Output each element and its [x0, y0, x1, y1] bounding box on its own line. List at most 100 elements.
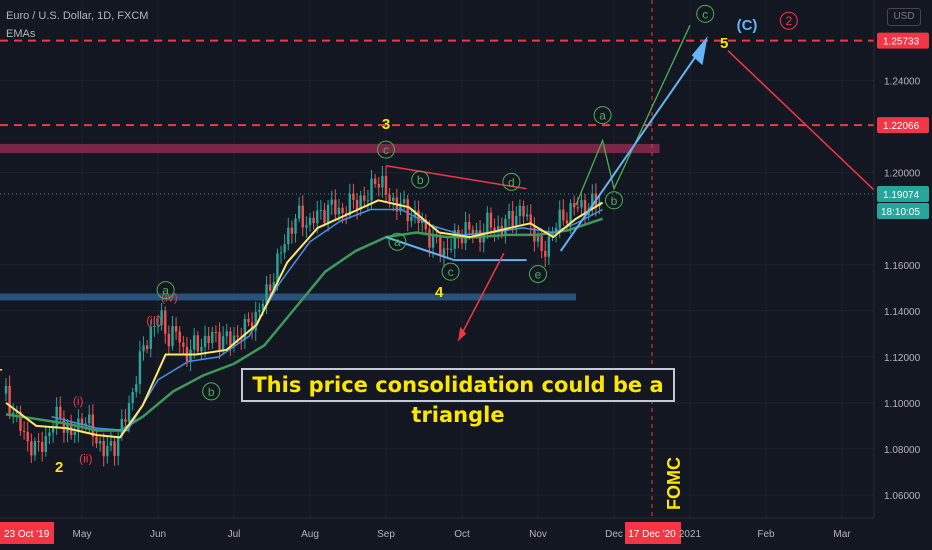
candle-body — [196, 335, 200, 352]
wave-circle — [388, 232, 407, 251]
ema-fast-line — [5, 199, 604, 439]
indicator-legend[interactable]: EMAs — [6, 28, 36, 40]
price-level-label: 1.25733 — [883, 37, 920, 48]
candle-body — [388, 194, 391, 201]
candle-body — [73, 432, 76, 436]
candle-body — [410, 216, 413, 222]
wave-label: b — [417, 173, 424, 187]
wave-label: 5 — [720, 35, 728, 52]
bearish-arrow-head — [458, 326, 467, 341]
wave-label: 4 — [435, 284, 444, 301]
wave-label: 1 — [0, 358, 3, 375]
price-level-badge — [877, 185, 929, 202]
candle-body — [392, 197, 395, 201]
candle-body — [486, 212, 489, 234]
candle-body — [370, 178, 373, 201]
time-axis[interactable]: 23 Oct '19 May Jun Jul Aug Sep Oct Nov Dec 17 Dec… — [0, 517, 932, 550]
wave-circle — [156, 281, 175, 300]
candle-body — [131, 391, 134, 404]
wave-circle — [605, 191, 623, 210]
candle-body — [37, 441, 40, 443]
wave-circle — [529, 264, 547, 283]
candle-body — [431, 234, 435, 248]
candle-body — [493, 227, 496, 232]
candle-body — [334, 199, 337, 215]
candle-body — [496, 225, 500, 232]
wave-label: (C) — [737, 17, 758, 34]
start-date-badge — [0, 522, 54, 544]
wave-label: 3 — [382, 116, 390, 133]
candle-body — [428, 229, 431, 248]
wave-label: (iii) — [146, 314, 162, 328]
candle-body — [536, 235, 540, 242]
candle-body — [232, 335, 236, 346]
candle-body — [80, 418, 84, 426]
candle-body — [258, 309, 261, 312]
grid — [0, 0, 874, 518]
wave-circle — [411, 170, 430, 189]
ema-lines — [5, 199, 604, 439]
support-zone — [0, 293, 576, 301]
candle-body — [366, 200, 370, 202]
candle-body — [399, 203, 402, 212]
candle-body — [44, 436, 48, 452]
wave-circle — [377, 140, 395, 159]
price-tick-label: 1.10000 — [884, 399, 921, 410]
candle-body — [540, 235, 543, 251]
candle-body — [12, 412, 15, 414]
candle-body — [572, 203, 576, 208]
price-level-badge — [877, 32, 929, 49]
candle-body — [19, 411, 22, 431]
candle-body — [153, 326, 156, 328]
candle-body — [489, 212, 493, 228]
candle-body — [301, 205, 304, 228]
candle-body — [156, 325, 160, 327]
candle-body — [562, 209, 565, 221]
wave-label: c — [448, 265, 454, 279]
candle-body — [145, 345, 149, 349]
candle-body — [507, 211, 511, 219]
wave-label: a — [394, 235, 401, 249]
candle-body — [471, 229, 475, 235]
candle-body — [135, 384, 138, 392]
candle-body — [171, 326, 174, 347]
candle-body — [558, 209, 561, 229]
currency-badge[interactable]: USD — [887, 8, 921, 26]
candle-body — [446, 248, 449, 250]
triangle-lower-line-a — [385, 236, 455, 262]
candle-body — [40, 441, 44, 452]
candle-body — [290, 227, 294, 234]
candle-body — [91, 414, 95, 437]
candle-body — [109, 441, 113, 446]
candle-body — [384, 175, 388, 195]
time-tick-label: May — [73, 529, 92, 540]
candle-body — [515, 215, 518, 228]
candle-body — [326, 204, 330, 223]
candle-body — [268, 284, 272, 291]
candle-body — [200, 347, 203, 352]
candle-body — [525, 214, 529, 217]
candle-body — [106, 445, 109, 457]
resistance-zone — [0, 143, 660, 154]
candle-body — [544, 250, 547, 257]
candle-body — [113, 441, 116, 456]
candle-body — [576, 207, 580, 209]
time-tick-label: Aug — [301, 529, 319, 540]
reversal-line — [727, 50, 881, 197]
candle-body — [203, 335, 207, 348]
wave-circle — [502, 172, 521, 191]
time-tick-label: Oct — [454, 529, 470, 540]
candle-body — [261, 303, 265, 310]
candle-body — [580, 200, 583, 208]
zones — [0, 143, 660, 301]
candle-body — [33, 441, 37, 456]
drawings — [385, 25, 881, 342]
time-tick-label: Mar — [833, 529, 851, 540]
wave-label: b — [208, 385, 215, 399]
candle-body — [381, 175, 384, 188]
candle-body — [30, 441, 33, 456]
candle-body — [95, 436, 98, 444]
candle-body — [406, 199, 409, 222]
price-axis[interactable]: 1.06000 1.08000 1.10000 1.12000 1.14000 1.160… — [873, 0, 932, 550]
